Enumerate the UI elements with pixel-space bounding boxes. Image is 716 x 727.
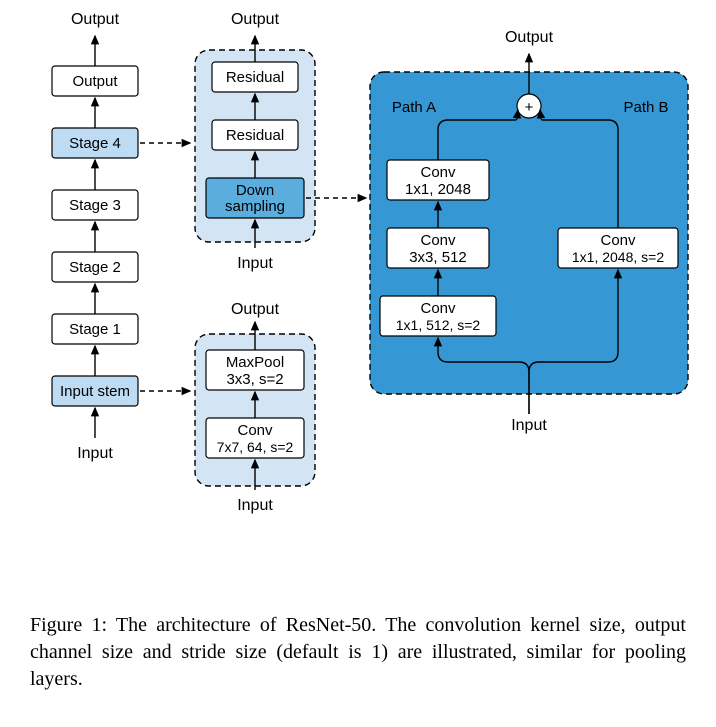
stem-input-label: Input — [237, 497, 273, 514]
group-inputstem: Output MaxPool 3x3, s=2 Conv 7x7, 64, s=… — [195, 301, 315, 514]
ds-conv3-line1: Conv — [420, 164, 456, 181]
stem-conv-line1: Conv — [237, 422, 273, 439]
colA-stage1-text: Stage 1 — [69, 321, 121, 338]
colA-inputstem-text: Input stem — [60, 383, 130, 400]
colA-output-label: Output — [71, 11, 120, 28]
ds-plus-text: + — [525, 99, 534, 116]
ds-pathB-label: Path B — [623, 99, 668, 116]
colA-stage2-text: Stage 2 — [69, 259, 121, 276]
stem-maxpool-line2: 3x3, s=2 — [226, 371, 283, 388]
ds-conv3-line2: 1x1, 2048 — [405, 181, 471, 198]
ds-pathA-label: Path A — [392, 99, 436, 116]
ds-convR-line2: 1x1, 2048, s=2 — [572, 249, 664, 265]
group-downsampling: Output + Path A Path B Conv 1x1, 2048 Co… — [370, 29, 688, 434]
ds-convR-line1: Conv — [600, 232, 636, 249]
figure-caption: Figure 1: The architecture of ResNet-50.… — [30, 612, 686, 693]
group-stage4: Output Residual Residual Down sampling I… — [195, 11, 315, 272]
ds-conv1-line2: 1x1, 512, s=2 — [396, 317, 481, 333]
colA-stage3-text: Stage 3 — [69, 197, 121, 214]
colA-input-label: Input — [77, 445, 113, 462]
column-backbone: Output Output Stage 4 Stage 3 Stage 2 St… — [52, 11, 138, 462]
colA-stage4-text: Stage 4 — [69, 135, 121, 152]
stage4-output-label: Output — [231, 11, 280, 28]
stage4-input-label: Input — [237, 255, 273, 272]
stem-maxpool-line1: MaxPool — [226, 354, 284, 371]
ds-conv2-line1: Conv — [420, 232, 456, 249]
stage4-down-line2: sampling — [225, 198, 285, 215]
stage4-residual2-text: Residual — [226, 69, 284, 86]
stage4-residual1-text: Residual — [226, 127, 284, 144]
ds-input-label: Input — [511, 417, 547, 434]
ds-conv1-line1: Conv — [420, 300, 456, 317]
colA-output-text: Output — [72, 73, 118, 90]
stem-output-label: Output — [231, 301, 280, 318]
ds-output-label: Output — [505, 29, 554, 46]
stem-conv-line2: 7x7, 64, s=2 — [217, 439, 294, 455]
ds-conv2-line2: 3x3, 512 — [409, 249, 467, 266]
stage4-down-line1: Down — [236, 182, 274, 199]
